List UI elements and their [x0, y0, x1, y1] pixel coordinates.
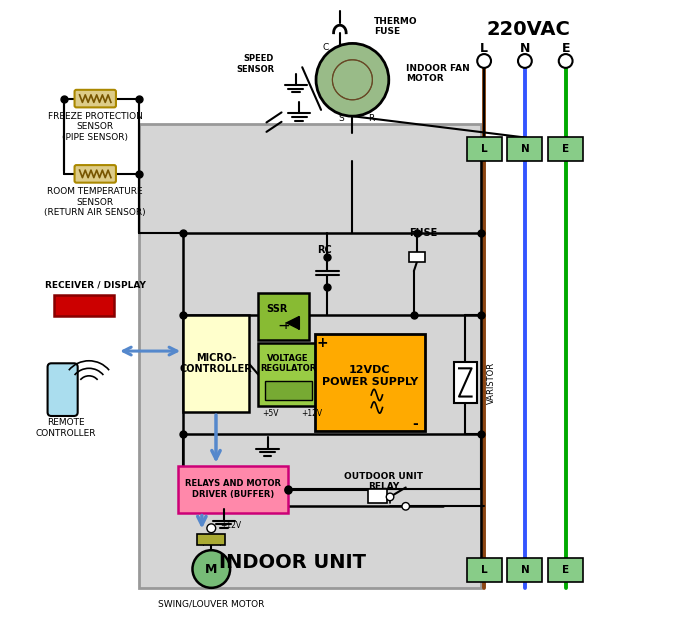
- Circle shape: [207, 524, 215, 532]
- FancyBboxPatch shape: [75, 165, 116, 183]
- FancyBboxPatch shape: [183, 315, 249, 412]
- Text: ROOM TEMPERATURE
SENSOR
(RETURN AIR SENSOR): ROOM TEMPERATURE SENSOR (RETURN AIR SENS…: [45, 187, 146, 217]
- FancyBboxPatch shape: [315, 334, 425, 431]
- Text: +5V: +5V: [263, 409, 279, 418]
- FancyBboxPatch shape: [198, 534, 225, 545]
- FancyBboxPatch shape: [139, 123, 481, 588]
- Circle shape: [316, 43, 389, 116]
- Text: M: M: [205, 563, 217, 576]
- Text: SSR: SSR: [266, 304, 288, 314]
- Circle shape: [518, 54, 532, 68]
- Text: SWING/LOUVER MOTOR: SWING/LOUVER MOTOR: [158, 599, 265, 608]
- FancyBboxPatch shape: [508, 137, 543, 161]
- Text: E: E: [562, 564, 569, 575]
- FancyBboxPatch shape: [548, 137, 583, 161]
- Text: -: -: [278, 321, 283, 331]
- Text: RC: RC: [317, 246, 331, 255]
- Text: VARISTOR: VARISTOR: [487, 362, 496, 404]
- FancyBboxPatch shape: [47, 364, 78, 416]
- Circle shape: [386, 493, 394, 501]
- FancyBboxPatch shape: [410, 252, 425, 261]
- FancyBboxPatch shape: [259, 293, 309, 340]
- FancyBboxPatch shape: [368, 490, 387, 503]
- FancyBboxPatch shape: [466, 558, 501, 581]
- Text: L: L: [481, 144, 488, 154]
- Text: S: S: [338, 114, 344, 123]
- Polygon shape: [287, 316, 299, 329]
- Text: C: C: [323, 43, 329, 52]
- Text: RELAYS AND MOTOR
DRIVER (BUFFER): RELAYS AND MOTOR DRIVER (BUFFER): [185, 479, 281, 499]
- Text: INDOOR UNIT: INDOOR UNIT: [220, 553, 366, 572]
- FancyBboxPatch shape: [548, 558, 583, 581]
- Text: 12VDC
POWER SUPPLY: 12VDC POWER SUPPLY: [322, 365, 418, 387]
- Text: R: R: [368, 114, 375, 123]
- Text: +: +: [316, 336, 328, 350]
- Circle shape: [193, 550, 230, 588]
- FancyBboxPatch shape: [259, 343, 318, 406]
- FancyBboxPatch shape: [454, 362, 477, 403]
- Text: +: +: [283, 321, 291, 331]
- Text: N: N: [521, 564, 530, 575]
- FancyBboxPatch shape: [178, 466, 288, 513]
- Text: RECEIVER / DISPLAY: RECEIVER / DISPLAY: [45, 280, 145, 289]
- Text: VOLTAGE
REGULATOR: VOLTAGE REGULATOR: [260, 353, 316, 373]
- FancyBboxPatch shape: [265, 381, 311, 399]
- Circle shape: [559, 54, 573, 68]
- Text: +12V: +12V: [301, 409, 322, 418]
- FancyBboxPatch shape: [54, 295, 114, 316]
- Text: INDOOR FAN
MOTOR: INDOOR FAN MOTOR: [405, 64, 469, 83]
- Circle shape: [477, 54, 491, 68]
- Text: THERMO
FUSE: THERMO FUSE: [375, 17, 418, 36]
- Text: +12V: +12V: [221, 520, 242, 530]
- FancyBboxPatch shape: [508, 558, 543, 581]
- Text: OUTDOOR UNIT
RELAY: OUTDOOR UNIT RELAY: [344, 471, 423, 491]
- Text: 220VAC: 220VAC: [486, 20, 570, 39]
- Text: SPEED
SENSOR: SPEED SENSOR: [236, 54, 274, 74]
- Text: REMOTE
CONTROLLER: REMOTE CONTROLLER: [36, 418, 96, 438]
- Text: N: N: [520, 42, 530, 55]
- Text: FREEZE PROTECTION
SENSOR
(PIPE SENSOR): FREEZE PROTECTION SENSOR (PIPE SENSOR): [48, 112, 143, 142]
- Text: -: -: [412, 416, 418, 430]
- FancyBboxPatch shape: [466, 137, 501, 161]
- Text: FUSE: FUSE: [409, 229, 438, 239]
- Text: L: L: [480, 42, 488, 55]
- Text: N: N: [521, 144, 530, 154]
- Text: E: E: [561, 42, 570, 55]
- Circle shape: [402, 503, 410, 510]
- FancyBboxPatch shape: [75, 90, 116, 107]
- Text: MICRO-
CONTROLLER: MICRO- CONTROLLER: [180, 353, 252, 374]
- Text: E: E: [562, 144, 569, 154]
- Text: L: L: [481, 564, 488, 575]
